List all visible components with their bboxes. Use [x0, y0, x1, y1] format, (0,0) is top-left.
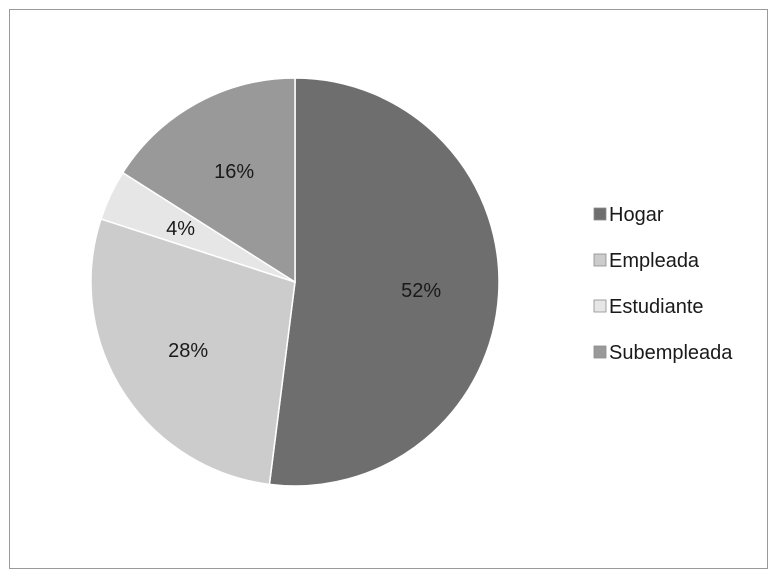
legend-label-subempleada: Subempleada — [609, 342, 733, 364]
legend-swatch-empleada — [593, 253, 607, 267]
data-label-empleada: 28% — [168, 340, 208, 362]
pie-slice-empleada — [90, 218, 296, 486]
pie-chart: 52% 28% 4% 16% Hogar Empleada Estudiante Subem… — [90, 77, 733, 487]
legend-swatch-estudiante — [593, 299, 607, 313]
legend-swatch-hogar — [593, 207, 607, 221]
legend: Hogar Empleada Estudiante Subempleada — [593, 204, 733, 364]
legend-label-estudiante: Estudiante — [609, 296, 704, 318]
pie-slices — [90, 77, 500, 487]
pie-data-labels: 52% 28% 4% 16% — [166, 161, 441, 362]
legend-label-empleada: Empleada — [609, 250, 700, 272]
pie-slice-hogar — [268, 77, 500, 487]
data-label-estudiante: 4% — [166, 218, 195, 240]
data-label-subempleada: 16% — [214, 161, 254, 183]
data-label-hogar: 52% — [401, 280, 441, 302]
legend-label-hogar: Hogar — [609, 204, 664, 226]
pie-slice-subempleada — [121, 77, 296, 284]
legend-swatch-subempleada — [593, 345, 607, 359]
